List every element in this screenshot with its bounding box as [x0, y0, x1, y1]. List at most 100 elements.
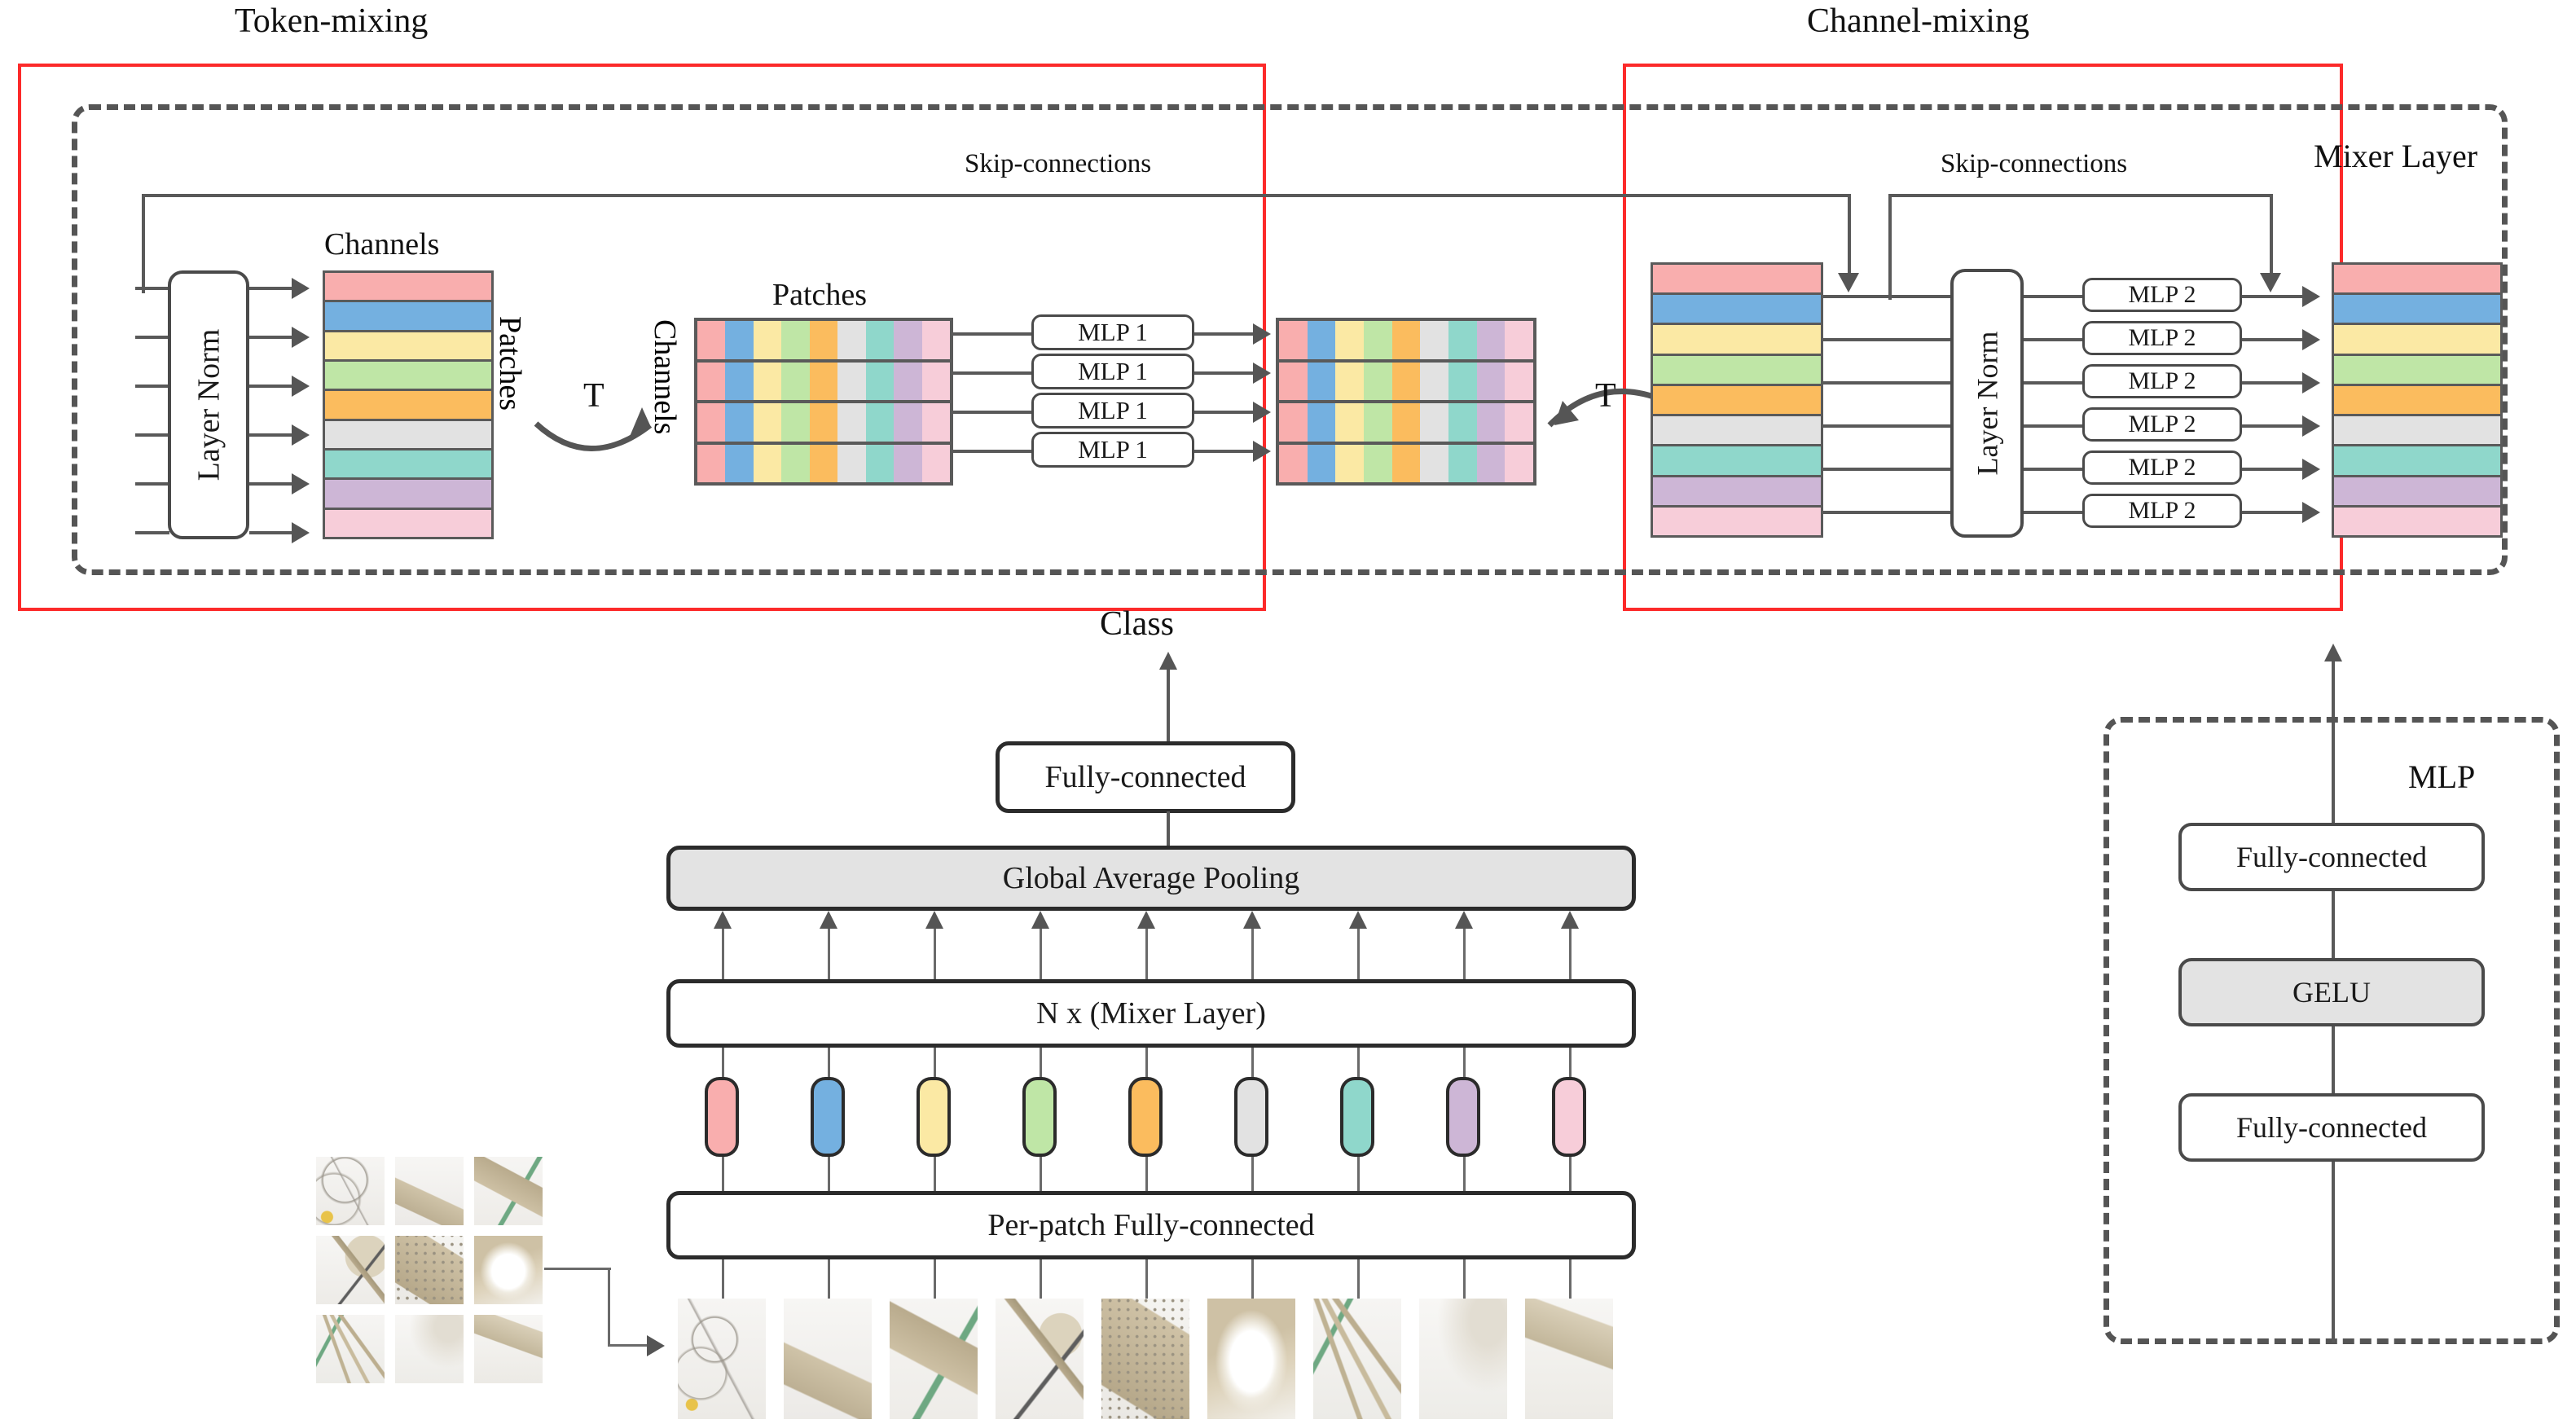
patch-cell-cell-2-8	[921, 403, 950, 442]
channel-band-out-band-7	[2334, 477, 2500, 508]
layernorm-out-line-2	[249, 385, 295, 388]
patch-cell-cell-3-4	[809, 444, 838, 482]
pool-input-arrow-0	[714, 911, 732, 929]
patch-cell-cell-3-3	[781, 444, 810, 482]
mlp2-box-0[interactable]: MLP 2	[2082, 278, 2242, 312]
mlp-detail-gelu-label: GELU	[2292, 976, 2371, 1009]
global-average-pooling[interactable]: Global Average Pooling	[666, 846, 1636, 911]
patch-out-cell-cell-0-1	[1307, 321, 1336, 359]
mlp1-box-label-0: MLP 1	[1078, 318, 1148, 346]
mixer-layer-repeat-block[interactable]: N x (Mixer Layer)	[666, 979, 1636, 1048]
layer-norm-token-mixing: Layer Norm	[168, 270, 249, 539]
pool-input-wire-6	[1357, 919, 1360, 979]
patch-cell-cell-0-2	[753, 321, 782, 359]
mlp2-box-3[interactable]: MLP 2	[2082, 407, 2242, 442]
patch-out-cell-cell-2-2	[1335, 403, 1365, 442]
cm-stack-to-ln-5	[1823, 511, 1950, 514]
input-image-patch-2	[474, 1157, 543, 1225]
patch-embedding-pill-1	[811, 1077, 845, 1157]
skip-wire-right-horizontal	[1888, 194, 2273, 197]
pill-up-wire-0	[722, 1048, 724, 1080]
mlp1-box-3[interactable]: MLP 1	[1031, 432, 1194, 468]
patch-cell-cell-2-7	[894, 403, 922, 442]
patch-strip-item-7	[1419, 1299, 1507, 1419]
patch-cell-cell-2-0	[697, 403, 726, 442]
mlp2-box-2[interactable]: MLP 2	[2082, 364, 2242, 398]
channel-band-band-7	[325, 480, 491, 510]
skip-connections-label-left: Skip-connections	[965, 149, 1152, 178]
patch-cell-cell-1-7	[894, 362, 922, 400]
mlp2-out-wire-1	[2242, 338, 2307, 341]
mlp-detail-fc-bottom[interactable]: Fully-connected	[2178, 1093, 2485, 1162]
mlp1-box-label-2: MLP 1	[1078, 396, 1148, 424]
channel-band-in-band-7	[1653, 477, 1821, 508]
mlp1-out-wire-1	[1194, 371, 1258, 375]
per-patch-fully-connected[interactable]: Per-patch Fully-connected	[666, 1191, 1636, 1259]
global-average-pooling-label: Global Average Pooling	[1002, 861, 1300, 895]
mlp2-box-4[interactable]: MLP 2	[2082, 450, 2242, 485]
patch-strip-item-6	[1313, 1299, 1401, 1419]
channels-stack-token-mixing	[323, 270, 494, 539]
input-image-patch-7	[395, 1315, 464, 1383]
patch-embedding-pill-4	[1128, 1077, 1163, 1157]
patch-embedding-pill-2	[917, 1077, 951, 1157]
patch-cell-cell-1-5	[837, 362, 866, 400]
mlp1-box-1[interactable]: MLP 1	[1031, 354, 1194, 389]
layernorm-out-arrow-1	[292, 327, 310, 348]
token-mixing-input-line-0	[135, 287, 169, 290]
mlp1-box-label-3: MLP 1	[1078, 435, 1148, 464]
pool-input-wire-2	[934, 919, 936, 979]
pool-input-wire-4	[1145, 919, 1148, 979]
channel-mixing-label: Channel-mixing	[1807, 2, 2029, 40]
channel-band-in-band-2	[1653, 325, 1821, 356]
patch-out-cell-cell-3-1	[1307, 444, 1336, 482]
mlp-detail-gelu[interactable]: GELU	[2178, 958, 2485, 1026]
channel-band-in-band-3	[1653, 355, 1821, 386]
mlp2-box-5[interactable]: MLP 2	[2082, 494, 2242, 528]
patch-embedding-pill-0	[705, 1077, 739, 1157]
layernorm-out-arrow-0	[292, 278, 310, 299]
patches-label-top-of-grid: Patches	[772, 278, 868, 312]
mlp1-in-wire-0	[953, 332, 1031, 336]
token-mixing-input-line-4	[135, 482, 169, 486]
image-to-strip-wire-h1	[544, 1268, 611, 1270]
cm-stack-to-ln-1	[1823, 338, 1950, 341]
mlp2-out-wire-5	[2242, 511, 2307, 514]
mlp2-out-arrow-1	[2302, 329, 2320, 350]
pill-down-wire-6	[1357, 1157, 1360, 1191]
patch-out-cell-cell-0-8	[1505, 321, 1534, 359]
mlp2-box-1[interactable]: MLP 2	[2082, 321, 2242, 355]
patch-out-cell-cell-2-7	[1476, 403, 1506, 442]
mlp1-box-0[interactable]: MLP 1	[1031, 314, 1194, 350]
layernorm-out-line-3	[249, 433, 295, 437]
strip-wire-3	[1040, 1259, 1042, 1302]
channel-band-band-1	[325, 302, 491, 332]
transpose-label-1: T	[583, 377, 604, 415]
patch-embedding-pill-7	[1446, 1077, 1480, 1157]
mlp1-box-2[interactable]: MLP 1	[1031, 393, 1194, 429]
pill-up-wire-3	[1040, 1048, 1042, 1080]
layernorm-out-line-4	[249, 482, 295, 486]
patch-cell-cell-0-1	[725, 321, 754, 359]
mixer-layer-repeat-label: N x (Mixer Layer)	[1036, 996, 1266, 1031]
patch-cell-row-2	[697, 403, 950, 445]
channel-band-in-band-8	[1653, 507, 1821, 535]
mlp-detail-spine	[2332, 749, 2335, 1343]
strip-wire-5	[1251, 1259, 1254, 1302]
channel-band-out-band-2	[2334, 325, 2500, 356]
pool-input-arrow-2	[925, 911, 943, 929]
patch-cell-row-1	[697, 362, 950, 403]
patch-out-cell-cell-1-5	[1420, 362, 1449, 400]
mlp-detail-fc-top[interactable]: Fully-connected	[2178, 823, 2485, 891]
patch-cell-cell-3-8	[921, 444, 950, 482]
input-image-patch-6	[316, 1315, 385, 1383]
token-mixing-input-line-2	[135, 385, 169, 388]
mlp-detail-fc-top-label: Fully-connected	[2236, 841, 2427, 873]
patch-cell-cell-0-7	[894, 321, 922, 359]
fully-connected-head[interactable]: Fully-connected	[996, 741, 1295, 813]
mlp2-out-wire-2	[2242, 381, 2307, 385]
strip-wire-0	[722, 1259, 724, 1302]
fc-to-pooling-wire	[1167, 811, 1170, 854]
patch-cell-row-0	[697, 321, 950, 363]
patch-strip-item-0	[678, 1299, 766, 1419]
